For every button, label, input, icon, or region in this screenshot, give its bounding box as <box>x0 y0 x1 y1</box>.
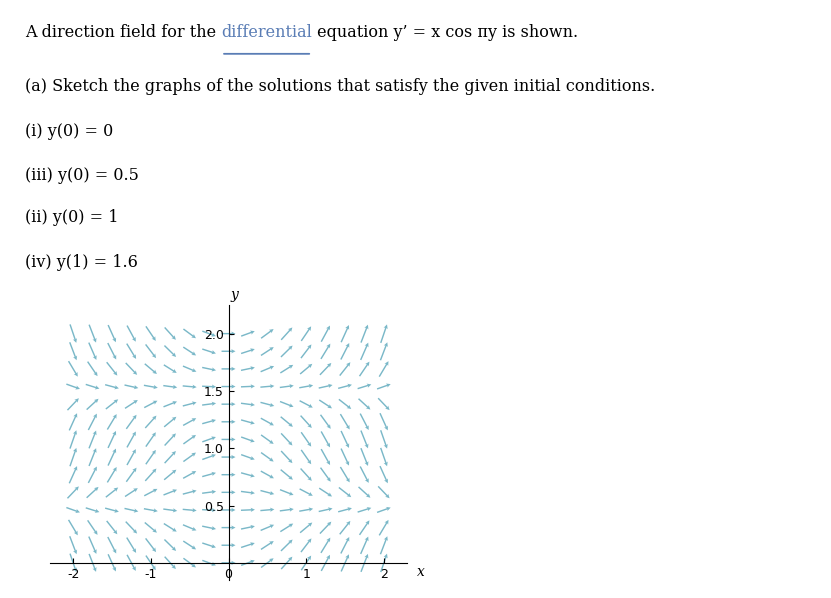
Text: A direction field for the: A direction field for the <box>25 24 221 41</box>
Text: (ii) y(0) = 1: (ii) y(0) = 1 <box>25 209 119 226</box>
Text: x: x <box>416 565 425 579</box>
Text: (iv) y(1) = 1.6: (iv) y(1) = 1.6 <box>25 254 138 271</box>
Text: (i) y(0) = 0: (i) y(0) = 0 <box>25 123 113 139</box>
Text: differential: differential <box>221 24 312 41</box>
Text: equation y’ = x cos πy is shown.: equation y’ = x cos πy is shown. <box>312 24 578 41</box>
Text: (iii) y(0) = 0.5: (iii) y(0) = 0.5 <box>25 167 139 184</box>
Text: (a) Sketch the graphs of the solutions that satisfy the given initial conditions: (a) Sketch the graphs of the solutions t… <box>25 78 655 94</box>
Text: y: y <box>231 288 238 301</box>
